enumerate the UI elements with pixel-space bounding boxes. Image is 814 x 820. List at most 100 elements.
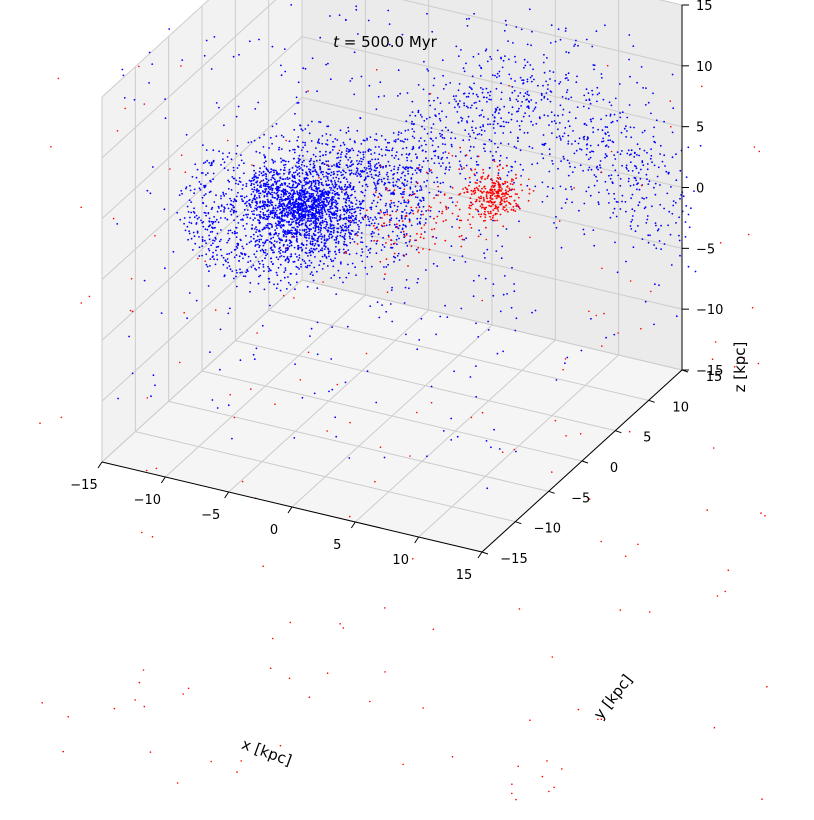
blue-point <box>663 243 666 245</box>
blue-point <box>375 189 378 192</box>
blue-point <box>415 248 418 251</box>
blue-point <box>309 173 312 176</box>
red-point <box>470 227 473 229</box>
blue-point <box>263 288 266 291</box>
blue-point <box>325 160 328 163</box>
blue-point <box>355 203 357 206</box>
blue-point <box>216 254 218 256</box>
blue-point <box>301 229 304 232</box>
blue-point <box>500 57 502 60</box>
red-point <box>366 209 368 212</box>
blue-point <box>534 106 537 109</box>
blue-point <box>623 127 626 130</box>
blue-point <box>280 190 283 192</box>
blue-point <box>216 210 219 213</box>
blue-point <box>403 193 405 196</box>
blue-point <box>242 214 245 217</box>
blue-point <box>288 182 291 185</box>
blue-point <box>485 48 488 51</box>
blue-point <box>220 248 222 251</box>
blue-point <box>195 176 198 179</box>
blue-point <box>355 274 357 276</box>
blue-point <box>271 194 274 196</box>
blue-point <box>389 203 391 206</box>
blue-point <box>518 220 520 223</box>
blue-point <box>232 206 235 209</box>
red-point <box>766 685 768 688</box>
blue-point <box>530 99 533 101</box>
blue-point <box>297 206 299 209</box>
blue-point <box>444 172 446 175</box>
blue-point <box>308 259 311 262</box>
blue-point <box>396 209 399 211</box>
red-point <box>511 783 513 785</box>
blue-point <box>154 384 156 387</box>
blue-point <box>220 210 222 212</box>
blue-point <box>366 172 368 174</box>
blue-point <box>218 106 220 109</box>
blue-point <box>458 83 461 85</box>
blue-point <box>342 173 344 176</box>
blue-point <box>277 258 280 261</box>
blue-point <box>278 247 281 250</box>
blue-point <box>314 155 317 158</box>
blue-point <box>619 178 622 180</box>
blue-point <box>411 210 414 212</box>
blue-point <box>365 224 368 227</box>
red-point <box>326 672 329 674</box>
red-point <box>483 213 485 215</box>
blue-point <box>361 251 364 253</box>
blue-point <box>117 397 119 400</box>
blue-point <box>297 101 300 104</box>
red-point <box>512 205 515 208</box>
blue-point <box>489 90 492 93</box>
y-tick-mark <box>615 430 622 434</box>
blue-point <box>268 232 271 235</box>
blue-point <box>375 174 378 177</box>
blue-point <box>346 210 349 213</box>
blue-point <box>238 180 241 183</box>
red-point <box>506 181 509 184</box>
blue-point <box>313 199 315 202</box>
blue-point <box>359 117 362 120</box>
blue-point <box>553 120 556 122</box>
blue-point <box>454 137 457 140</box>
blue-point <box>305 234 307 237</box>
blue-point <box>495 87 498 90</box>
blue-point <box>607 192 610 195</box>
blue-point <box>271 196 274 198</box>
blue-point <box>286 206 289 209</box>
blue-point <box>433 181 436 184</box>
red-point <box>431 236 434 238</box>
blue-point <box>318 211 321 214</box>
blue-point <box>364 266 367 269</box>
blue-point <box>369 165 372 167</box>
red-point <box>494 184 496 187</box>
blue-point <box>465 105 468 108</box>
blue-point <box>293 175 296 177</box>
blue-point <box>490 58 493 60</box>
blue-point <box>430 385 433 388</box>
blue-point <box>597 203 600 206</box>
blue-point <box>444 126 447 129</box>
blue-point <box>307 255 309 257</box>
blue-point <box>240 154 242 157</box>
blue-point <box>330 213 333 215</box>
blue-point <box>555 136 558 139</box>
blue-point <box>152 374 155 377</box>
x-tick-mark <box>160 476 166 484</box>
blue-point <box>345 216 347 219</box>
blue-point <box>312 195 315 197</box>
blue-point <box>653 164 656 167</box>
blue-point <box>567 120 570 123</box>
blue-point <box>321 210 323 213</box>
blue-point <box>496 76 498 79</box>
blue-point <box>678 216 680 219</box>
blue-point <box>367 161 370 164</box>
red-point <box>466 188 468 191</box>
blue-point <box>265 203 267 206</box>
blue-point <box>282 195 285 198</box>
blue-point <box>509 97 511 100</box>
blue-point <box>410 177 413 180</box>
blue-point <box>314 256 316 258</box>
